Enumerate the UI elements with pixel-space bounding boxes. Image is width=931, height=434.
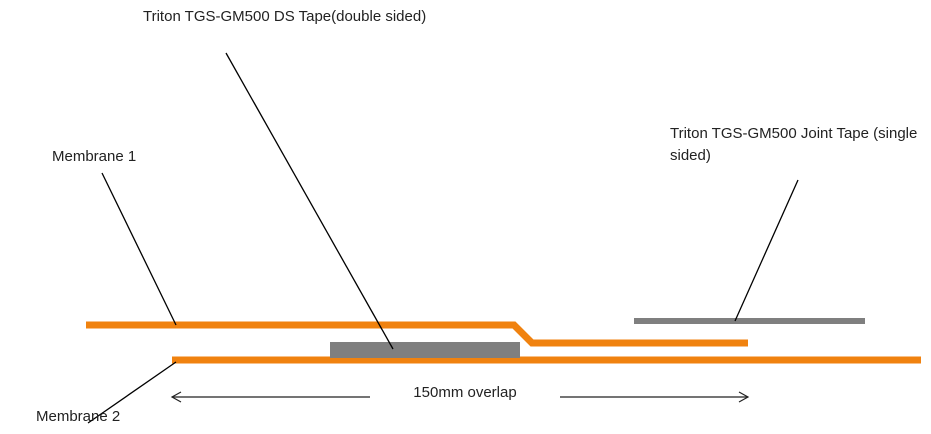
leader-joint-tape <box>734 179 799 322</box>
membrane-1-label: Membrane 1 <box>52 148 137 165</box>
membrane-2-label: Membrane 2 <box>36 408 121 425</box>
membrane-1 <box>86 321 748 347</box>
leader-membrane-2 <box>87 361 177 424</box>
ds-tape-label: Triton TGS-GM500 DS Tape(double sided) <box>143 8 427 25</box>
joint-tape-label: Triton TGS-GM500 Joint Tape (single side… <box>670 125 918 164</box>
leader-membrane-1 <box>101 172 177 326</box>
overlap-dimension-label: 150mm overlap <box>370 382 560 404</box>
dimension-arrowhead-right <box>738 391 750 403</box>
ds-tape-strip <box>330 342 520 358</box>
leader-ds-tape <box>225 52 394 350</box>
dimension-arrowhead-left <box>170 391 182 403</box>
